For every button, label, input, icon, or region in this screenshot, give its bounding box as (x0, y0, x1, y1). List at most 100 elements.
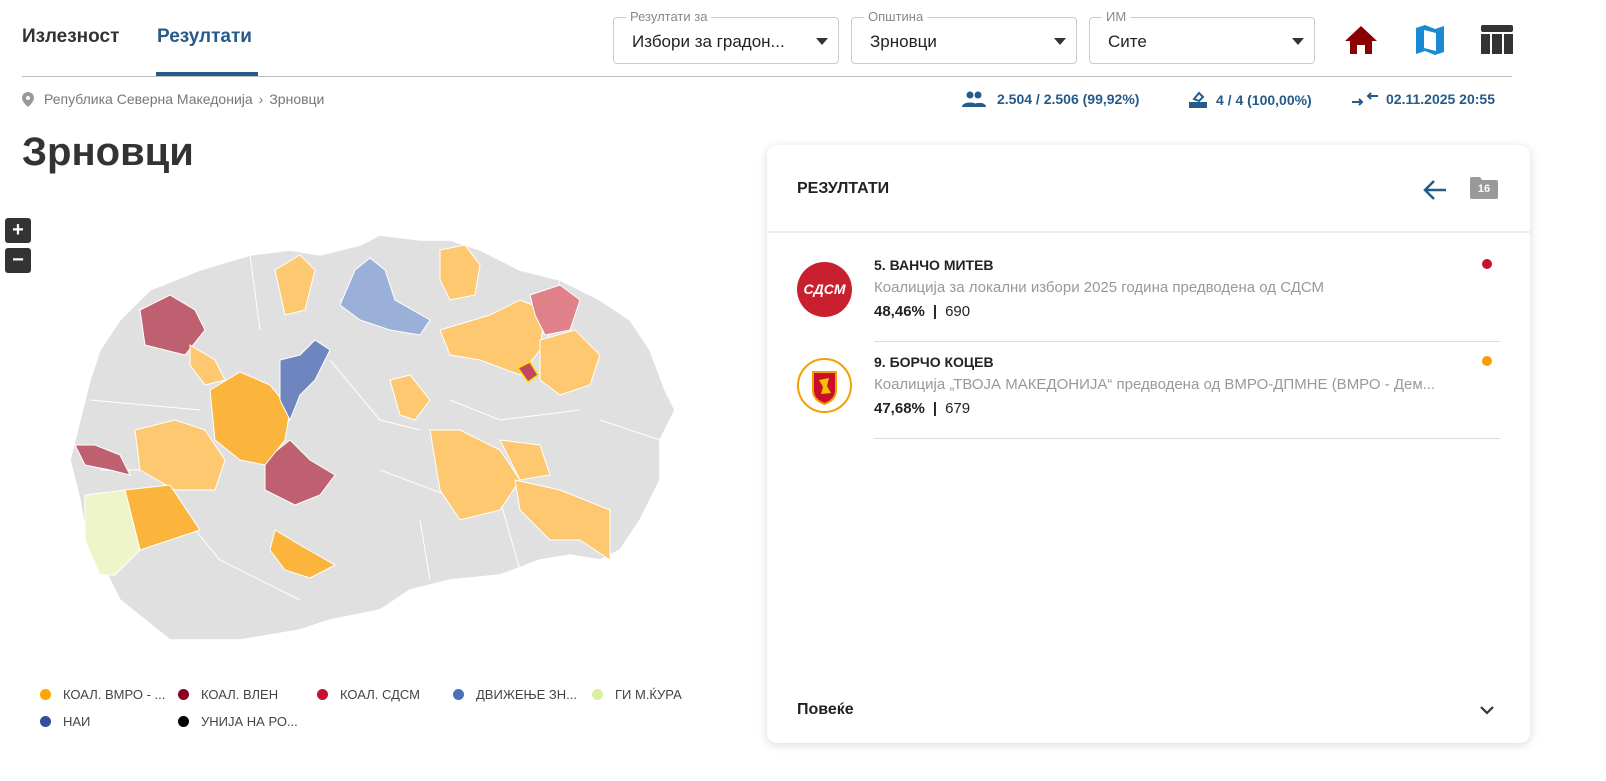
legend-label: КОАЛ. ВЛЕН (201, 687, 279, 702)
voters-value: 2.504 / 2.506 (99,92%) (997, 91, 1140, 107)
updated-value: 02.11.2025 20:55 (1386, 91, 1495, 107)
map-region-vmro[interactable] (134, 419, 226, 491)
party-color-dot (1482, 259, 1492, 269)
voters-stat: 2.504 / 2.506 (99,92%) (962, 91, 1139, 107)
map-region-vmro[interactable] (499, 439, 551, 481)
municipality-map[interactable] (0, 220, 760, 650)
chevron-down-icon[interactable] (1479, 704, 1495, 716)
legend-swatch (178, 716, 189, 727)
candidate-percent: 47,68% (874, 400, 925, 417)
stations-value: 4 / 4 (100,00%) (1216, 92, 1312, 108)
legend-swatch (453, 689, 464, 700)
legend-swatch (178, 689, 189, 700)
map-region-gi-mkura[interactable] (84, 489, 141, 576)
legend-item: КОАЛ. ВМРО - ... (40, 687, 165, 702)
candidate-row[interactable]: 5. ВАНЧО МИТЕВ Коалиција за локални избо… (874, 245, 1500, 342)
divider (22, 76, 1512, 77)
map-region-vlen[interactable] (139, 294, 206, 356)
zoom-in-button[interactable]: + (5, 218, 31, 243)
legend-item: ГИ М.ЌУРА (592, 687, 682, 702)
legend-label: УНИЈА НА РО... (201, 714, 298, 729)
select-value: Зрновци (870, 32, 937, 51)
legend-swatch (317, 689, 328, 700)
map-region-sdsm[interactable] (529, 284, 581, 336)
chevron-right-icon: › (258, 91, 264, 107)
map-region-vlen[interactable] (264, 439, 336, 506)
candidate-name: 9. БОРЧО КОЦЕВ (874, 354, 994, 370)
select-label: ИМ (1102, 9, 1131, 24)
folder-button[interactable]: 16 (1470, 177, 1498, 199)
map-region-vmro[interactable] (274, 254, 316, 316)
candidate-party: Коалиција „ТВОЈА МАКЕДОНИЈА“ предводена … (874, 376, 1436, 393)
tab-turnout[interactable]: Излезност (22, 26, 120, 47)
caret-down-icon (1054, 38, 1066, 45)
legend-label: КОАЛ. СДСМ (340, 687, 420, 702)
map-icon[interactable] (1413, 24, 1447, 56)
sdsm-logo: СДСМ (797, 262, 852, 317)
candidate-votes: 690 (945, 303, 971, 320)
caret-down-icon (816, 38, 828, 45)
legend-swatch (40, 689, 51, 700)
select-label: Општина (864, 9, 928, 24)
ballot-box-icon (1189, 91, 1207, 108)
folder-icon (1470, 177, 1498, 199)
candidate-result: 47,68% | 679 (874, 400, 971, 417)
arrow-back-icon[interactable] (1422, 178, 1448, 202)
map-region-vmro[interactable] (429, 429, 521, 521)
map-region-vmro[interactable] (389, 374, 431, 421)
home-icon[interactable] (1344, 24, 1378, 56)
legend-item: НАИ (40, 714, 90, 729)
map-region-nai[interactable] (279, 339, 331, 422)
map-region-vmro[interactable] (539, 329, 601, 396)
legend-label: ГИ М.ЌУРА (615, 687, 682, 702)
results-for-select[interactable]: Резултати за Избори за градон... (613, 9, 839, 64)
legend-item: КОАЛ. ВЛЕН (178, 687, 278, 702)
sync-arrows-icon (1352, 92, 1378, 106)
map-region-vmro[interactable] (269, 529, 337, 579)
map-region-selected-zrnovci[interactable] (516, 361, 540, 384)
vmro-logo (797, 358, 852, 413)
table-icon[interactable] (1480, 24, 1514, 56)
map-region-vmro[interactable] (209, 371, 291, 466)
legend-swatch (592, 689, 603, 700)
updated-stat: 02.11.2025 20:55 (1352, 91, 1495, 107)
map-region-dvizenje[interactable] (339, 257, 431, 336)
candidate-name: 5. ВАНЧО МИТЕВ (874, 257, 994, 273)
municipality-select[interactable]: Општина Зрновци (851, 9, 1077, 64)
stations-stat: 4 / 4 (100,00%) (1188, 91, 1312, 109)
candidate-party: Коалиција за локални избори 2025 година … (874, 279, 1325, 296)
map-region-vmro[interactable] (439, 244, 481, 301)
breadcrumb-municipality: Зрновци (269, 91, 325, 107)
map-region-vmro[interactable] (189, 344, 226, 386)
more-toggle[interactable]: Повеќе (797, 701, 854, 718)
map-region-vmro[interactable] (514, 479, 611, 561)
lion-shield-icon (812, 371, 837, 406)
people-icon (962, 91, 986, 107)
candidate-row[interactable]: 9. БОРЧО КОЦЕВ Коалиција „ТВОЈА МАКЕДОНИ… (874, 342, 1500, 439)
divider (767, 231, 1530, 233)
candidate-result: 48,46% | 690 (874, 303, 971, 320)
legend-item: ДВИЖЕЊЕ ЗН... (453, 687, 577, 702)
legend-item: УНИЈА НА РО... (178, 714, 298, 729)
party-color-dot (1482, 356, 1492, 366)
breadcrumb: Република Северна Македонија › Зрновци (22, 91, 324, 107)
folder-badge: 16 (1477, 183, 1491, 195)
legend-swatch (40, 716, 51, 727)
select-value: Избори за градон... (632, 32, 785, 51)
legend-label: ДВИЖЕЊЕ ЗН... (476, 687, 577, 702)
logo-text: СДСМ (803, 281, 846, 297)
select-label: Резултати за (626, 9, 712, 24)
caret-down-icon (1292, 38, 1304, 45)
page-title: Зрновци (22, 130, 194, 174)
candidate-percent: 48,46% (874, 303, 925, 320)
polling-station-select[interactable]: ИМ Сите (1089, 9, 1315, 64)
zoom-out-button[interactable]: − (5, 248, 31, 273)
map-region-vlen[interactable] (74, 444, 131, 476)
legend-label: КОАЛ. ВМРО - ... (63, 687, 166, 702)
select-value: Сите (1108, 32, 1147, 51)
tab-results[interactable]: Резултати (157, 26, 252, 47)
breadcrumb-country[interactable]: Република Северна Македонија (44, 91, 253, 107)
legend-item: КОАЛ. СДСМ (317, 687, 420, 702)
results-panel: РЕЗУЛТАТИ 16 СДСМ 5. ВАНЧО МИТЕВ Коалици… (767, 145, 1530, 743)
location-pin-icon (22, 91, 34, 107)
